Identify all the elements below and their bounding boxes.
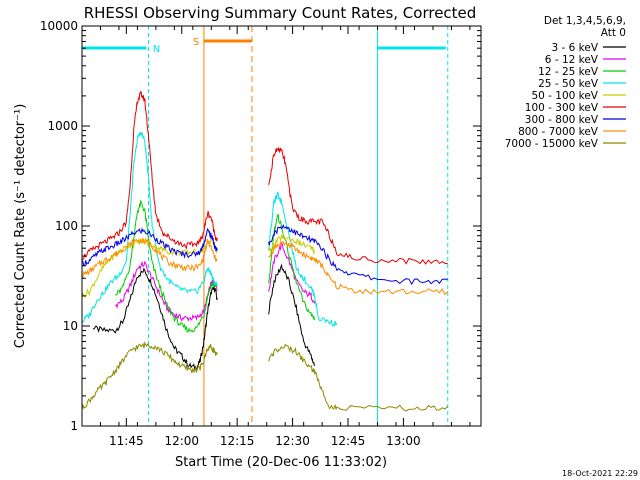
legend-label: 100 - 300 keV: [525, 102, 599, 114]
x-tick-label: 11:45: [109, 434, 144, 448]
intervals-layer: NS: [82, 26, 449, 426]
legend-label: 50 - 100 keV: [531, 90, 598, 102]
footer-timestamp: 18-Oct-2021 22:29: [562, 469, 638, 478]
series-line-2: [114, 199, 316, 334]
chart-title: RHESSI Observing Summary Count Rates, Co…: [84, 4, 477, 22]
series-line-0: [92, 263, 316, 372]
x-tick-label: 12:45: [331, 434, 366, 448]
x-axis-label: Start Time (20-Dec-06 11:33:02): [175, 455, 387, 470]
y-tick-label: 10: [63, 319, 78, 333]
x-tick-label: 12:00: [164, 434, 199, 448]
axes-layer: 1 10 100 1000 10000 11:45 12:00 12:15 12:30 12:45…: [40, 19, 481, 448]
x-tick-label: 13:00: [386, 434, 421, 448]
series-line-5: [81, 91, 448, 265]
y-tick-label: 10000: [40, 19, 78, 33]
x-tick-label: 12:15: [220, 434, 255, 448]
legend-label: 800 - 7000 keV: [518, 126, 599, 138]
legend-header-line: Det 1,3,4,5,6,9,: [544, 15, 626, 27]
night-label: N: [153, 44, 160, 55]
y-tick-label: 1: [70, 419, 78, 433]
y-tick-label: 1000: [47, 119, 78, 133]
x-tick-label: 12:30: [275, 434, 310, 448]
legend-label: 25 - 50 keV: [538, 78, 599, 90]
legend-label: 6 - 12 keV: [545, 54, 599, 66]
legend-label: 12 - 25 keV: [538, 66, 599, 78]
legend-label: 7000 - 15000 keV: [505, 138, 599, 150]
legend-header-line: Att 0: [601, 27, 626, 39]
series-line-1: [115, 241, 316, 322]
legend-label: 3 - 6 keV: [551, 42, 598, 54]
series-line-6: [81, 223, 448, 286]
y-axis-label: Corrected Count Rate (s⁻¹ detector⁻¹): [13, 104, 28, 349]
series-layer: [81, 91, 449, 412]
saa-label: S: [193, 37, 199, 48]
series-line-4: [81, 233, 315, 298]
y-tick-label: 100: [55, 219, 78, 233]
series-line-3: [81, 131, 338, 328]
legend-label: 300 - 800 keV: [525, 114, 599, 126]
series-line-7: [81, 237, 449, 296]
series-line-8: [81, 340, 449, 412]
